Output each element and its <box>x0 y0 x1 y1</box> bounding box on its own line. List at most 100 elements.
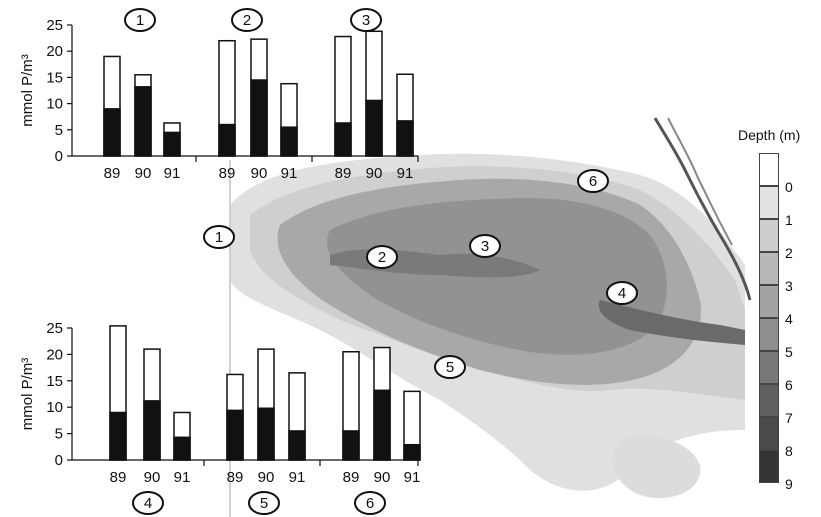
bar-dark <box>226 409 244 461</box>
depth-legend-label: 5 <box>785 344 793 360</box>
svg-text:3: 3 <box>481 238 489 255</box>
depth-legend-swatch <box>759 219 779 252</box>
depth-legend-label: 6 <box>785 377 793 393</box>
depth-legend-label: 1 <box>785 212 793 228</box>
station-marker <box>350 8 382 32</box>
depth-legend-swatch <box>759 285 779 318</box>
x-tick-label: 90 <box>144 469 161 486</box>
station-label: 3 <box>362 12 370 29</box>
bar-dark <box>250 79 268 157</box>
bar-dark <box>342 430 360 461</box>
depth-legend-swatch <box>759 384 779 417</box>
x-tick-label: 89 <box>104 165 121 182</box>
y-tick-label: 0 <box>55 148 63 165</box>
depth-legend-label: 0 <box>785 179 793 195</box>
y-axis-label: mmol P/m³ <box>19 54 36 127</box>
x-tick-label: 89 <box>335 165 352 182</box>
station-label: 4 <box>144 495 152 512</box>
y-axis-label: mmol P/m³ <box>19 358 36 431</box>
river-channel <box>653 117 752 301</box>
bar-dark <box>403 443 421 461</box>
x-tick-label: 90 <box>135 165 152 182</box>
depth-legend-swatch <box>759 153 779 186</box>
depth-legend-swatch <box>759 186 779 219</box>
x-tick-label: 89 <box>343 469 360 486</box>
map-station-6: 6 <box>577 169 609 193</box>
bar-dark <box>365 99 383 157</box>
svg-text:1: 1 <box>215 229 223 246</box>
southern-lobe <box>612 436 701 499</box>
bar-dark <box>163 131 181 157</box>
station-marker <box>354 491 386 515</box>
svg-text:4: 4 <box>618 285 626 302</box>
x-tick-label: 90 <box>251 165 268 182</box>
y-tick-label: 20 <box>46 43 63 60</box>
depth-legend-label: 7 <box>785 410 793 426</box>
station-marker <box>124 8 156 32</box>
y-tick-label: 10 <box>46 399 63 416</box>
map-station-2: 2 <box>366 245 398 269</box>
y-tick-label: 20 <box>46 346 63 363</box>
depth-legend-swatch <box>759 252 779 285</box>
map-station-3: 3 <box>469 234 501 258</box>
x-tick-label: 91 <box>289 469 306 486</box>
depth-legend-swatch <box>759 318 779 351</box>
x-tick-label: 90 <box>258 469 275 486</box>
depth-legend-swatch <box>759 417 779 450</box>
depth-legend-swatch <box>759 351 779 384</box>
station-marker <box>132 491 164 515</box>
bar-dark <box>218 123 236 157</box>
bar-dark <box>103 108 121 157</box>
x-tick-label: 91 <box>404 469 421 486</box>
bar-dark <box>134 86 152 157</box>
station-label: 1 <box>136 12 144 29</box>
depth-legend-label: 9 <box>785 476 793 492</box>
svg-text:2: 2 <box>378 249 386 266</box>
station-marker <box>248 491 280 515</box>
x-tick-label: 89 <box>227 469 244 486</box>
y-tick-label: 15 <box>46 373 63 390</box>
x-tick-label: 91 <box>281 165 298 182</box>
map-station-4: 4 <box>606 281 638 305</box>
x-tick-label: 89 <box>219 165 236 182</box>
y-tick-label: 5 <box>55 426 63 443</box>
map-station-1: 1 <box>203 225 235 249</box>
station-marker <box>231 8 263 32</box>
y-tick-label: 25 <box>46 320 63 337</box>
x-tick-label: 89 <box>110 469 127 486</box>
bar-dark <box>143 400 161 461</box>
svg-text:5: 5 <box>446 359 454 376</box>
x-tick-label: 91 <box>397 165 414 182</box>
depth-legend-title: Depth (m) <box>738 127 801 143</box>
x-tick-label: 91 <box>164 165 181 182</box>
y-tick-label: 0 <box>55 452 63 469</box>
bar-dark <box>109 411 127 461</box>
bar-dark <box>280 126 298 157</box>
y-tick-label: 15 <box>46 69 63 86</box>
depth-legend-swatch <box>759 450 779 483</box>
channel-outflow <box>598 300 745 345</box>
y-tick-label: 25 <box>46 17 63 34</box>
depth-legend-label: 4 <box>785 311 793 327</box>
bar-dark <box>288 430 306 461</box>
y-tick-label: 10 <box>46 96 63 113</box>
depth-legend-label: 2 <box>785 245 793 261</box>
x-tick-label: 91 <box>174 469 191 486</box>
station-label: 5 <box>260 495 268 512</box>
bar-dark <box>373 389 391 461</box>
river-channel-bank <box>667 117 733 246</box>
station-label: 6 <box>366 495 374 512</box>
map-station-5: 5 <box>434 355 466 379</box>
x-tick-label: 90 <box>366 165 383 182</box>
bar-dark <box>334 122 352 157</box>
depth-legend-label: 3 <box>785 278 793 294</box>
bar-dark <box>173 436 191 461</box>
y-tick-label: 5 <box>55 122 63 139</box>
station-label: 2 <box>243 12 251 29</box>
svg-text:6: 6 <box>589 173 597 190</box>
bar-dark <box>257 407 275 461</box>
bar-dark <box>396 120 414 157</box>
x-tick-label: 90 <box>374 469 391 486</box>
